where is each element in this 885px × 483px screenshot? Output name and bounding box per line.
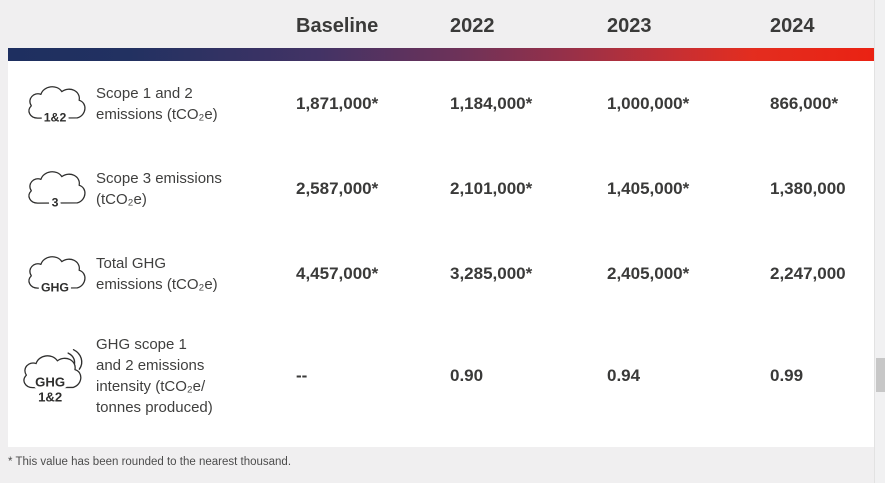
table-container: Baseline 2022 2023 2024 1&2 Scope 1 and … xyxy=(8,0,874,447)
svg-text:1&2: 1&2 xyxy=(44,110,67,124)
row-label: GHG scope 1 and 2 emissions intensity (t… xyxy=(96,336,213,416)
scope-3-cloud-icon: 3 xyxy=(8,165,96,212)
value-2023: 2,405,000* xyxy=(607,263,690,283)
column-header-2022: 2022 xyxy=(450,15,495,37)
value-2022: 3,285,000* xyxy=(450,263,533,283)
footer-strip: * This value has been rounded to the nea… xyxy=(0,447,885,483)
value-2024: 1,380,000 xyxy=(770,178,846,198)
column-header-baseline: Baseline xyxy=(296,15,379,37)
total-ghg-cloud-icon: GHG xyxy=(8,250,96,297)
header-spacer-label xyxy=(96,38,296,48)
value-baseline: 2,587,000* xyxy=(296,178,379,198)
table-row: 1&2 Scope 1 and 2 emissions (tCO₂e) 1,87… xyxy=(8,61,874,146)
value-2022: 1,184,000* xyxy=(450,93,533,113)
value-baseline: 4,457,000* xyxy=(296,263,379,283)
value-2024: 0.99 xyxy=(770,366,804,385)
table-row: GHG 1&2 GHG scope 1 and 2 emissions inte… xyxy=(8,316,874,436)
row-label: Scope 1 and 2 emissions (tCO₂e) xyxy=(96,84,218,123)
header-spacer-icon xyxy=(8,38,96,48)
table-body: 1&2 Scope 1 and 2 emissions (tCO₂e) 1,87… xyxy=(8,61,874,447)
svg-text:GHG: GHG xyxy=(41,280,69,294)
value-2024: 2,247,000 xyxy=(770,263,846,283)
value-2023: 0.94 xyxy=(607,366,641,385)
column-header-2023: 2023 xyxy=(607,15,652,37)
footnote-text: * This value has been rounded to the nea… xyxy=(8,456,292,468)
scope-1-2-cloud-icon: 1&2 xyxy=(8,80,96,127)
table-row: GHG Total GHG emissions (tCO₂e) 4,457,00… xyxy=(8,231,874,316)
svg-text:3: 3 xyxy=(52,195,59,209)
value-baseline: -- xyxy=(296,366,308,385)
value-2024: 866,000* xyxy=(770,93,839,113)
table-row: 3 Scope 3 emissions (tCO₂e) 2,587,000* 2… xyxy=(8,146,874,231)
gradient-divider-bar xyxy=(8,48,874,61)
row-label: Total GHG emissions (tCO₂e) xyxy=(96,254,218,293)
value-2022: 2,101,000* xyxy=(450,178,533,198)
svg-text:GHG: GHG xyxy=(35,375,65,390)
svg-text:1&2: 1&2 xyxy=(38,389,62,404)
scrollbar-thumb[interactable] xyxy=(876,358,885,392)
value-baseline: 1,871,000* xyxy=(296,93,379,113)
value-2022: 0.90 xyxy=(450,366,484,385)
ghg-intensity-cloud-icon: GHG 1&2 xyxy=(8,344,96,408)
vertical-scrollbar[interactable] xyxy=(874,0,885,483)
row-label: Scope 3 emissions (tCO₂e) xyxy=(96,169,222,208)
value-2023: 1,000,000* xyxy=(607,93,690,113)
table-header-row: Baseline 2022 2023 2024 xyxy=(8,0,874,48)
value-2023: 1,405,000* xyxy=(607,178,690,198)
column-header-2024: 2024 xyxy=(770,15,815,37)
